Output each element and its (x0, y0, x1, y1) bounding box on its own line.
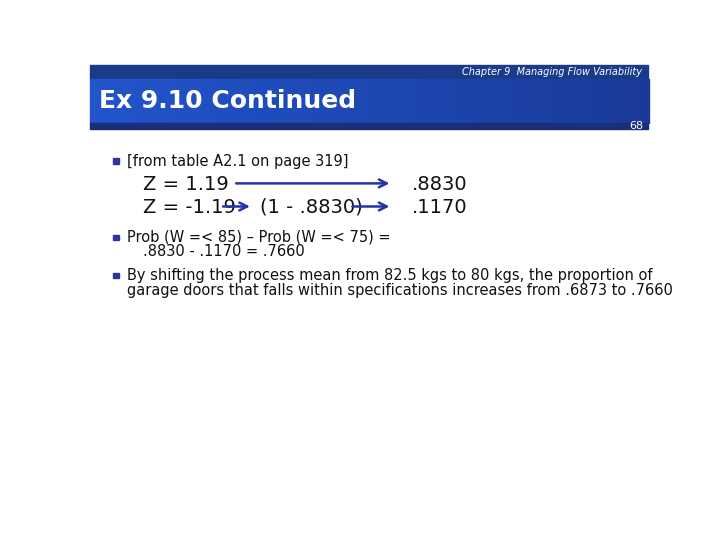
Text: By shifting the process mean from 82.5 kgs to 80 kgs, the proportion of: By shifting the process mean from 82.5 k… (127, 268, 653, 284)
Bar (383, 79, 397, 123)
Text: Z = 1.19: Z = 1.19 (143, 174, 228, 194)
Bar (285, 79, 300, 123)
Bar (300, 79, 314, 123)
Bar (230, 79, 244, 123)
Bar (313, 79, 328, 123)
Bar (369, 79, 384, 123)
Bar (90, 79, 104, 123)
Text: .8830: .8830 (412, 174, 467, 194)
Bar (564, 79, 579, 123)
Bar (118, 79, 132, 123)
Text: .1170: .1170 (412, 198, 467, 217)
Bar (90, 65, 648, 79)
Bar (508, 79, 523, 123)
Text: Z = -1.19: Z = -1.19 (143, 198, 235, 217)
Bar (481, 79, 495, 123)
Bar (425, 79, 439, 123)
Bar (453, 79, 467, 123)
Bar (160, 79, 174, 123)
Bar (113, 158, 119, 164)
Bar (271, 79, 286, 123)
Bar (355, 79, 370, 123)
Bar (523, 79, 537, 123)
Bar (202, 79, 216, 123)
Text: [from table A2.1 on page 319]: [from table A2.1 on page 319] (127, 153, 348, 168)
Bar (634, 79, 649, 123)
Bar (90, 123, 648, 130)
Bar (593, 79, 607, 123)
Bar (188, 79, 202, 123)
Bar (145, 79, 161, 123)
Bar (341, 79, 356, 123)
Bar (495, 79, 509, 123)
Bar (132, 79, 147, 123)
Bar (113, 234, 119, 240)
Bar (397, 79, 412, 123)
Bar (467, 79, 482, 123)
Text: garage doors that falls within specifications increases from .6873 to .7660: garage doors that falls within specifica… (127, 283, 673, 298)
Text: Prob (W =< 85) – Prob (W =< 75) =: Prob (W =< 85) – Prob (W =< 75) = (127, 230, 391, 245)
Text: Ex 9.10 Continued: Ex 9.10 Continued (99, 89, 356, 113)
Text: .8830 - .1170 = .7660: .8830 - .1170 = .7660 (143, 245, 305, 259)
Bar (90, 130, 648, 481)
Bar (174, 79, 189, 123)
Bar (215, 79, 230, 123)
Bar (550, 79, 565, 123)
Bar (620, 79, 635, 123)
Text: 68: 68 (629, 122, 644, 131)
Bar (606, 79, 621, 123)
Bar (104, 79, 119, 123)
Bar (536, 79, 551, 123)
Bar (258, 79, 272, 123)
Bar (578, 79, 593, 123)
Text: Chapter 9  Managing Flow Variability: Chapter 9 Managing Flow Variability (462, 67, 642, 77)
Bar (243, 79, 258, 123)
Bar (327, 79, 342, 123)
Bar (438, 79, 454, 123)
Bar (113, 273, 119, 279)
Bar (411, 79, 426, 123)
Text: (1 - .8830): (1 - .8830) (261, 198, 364, 217)
